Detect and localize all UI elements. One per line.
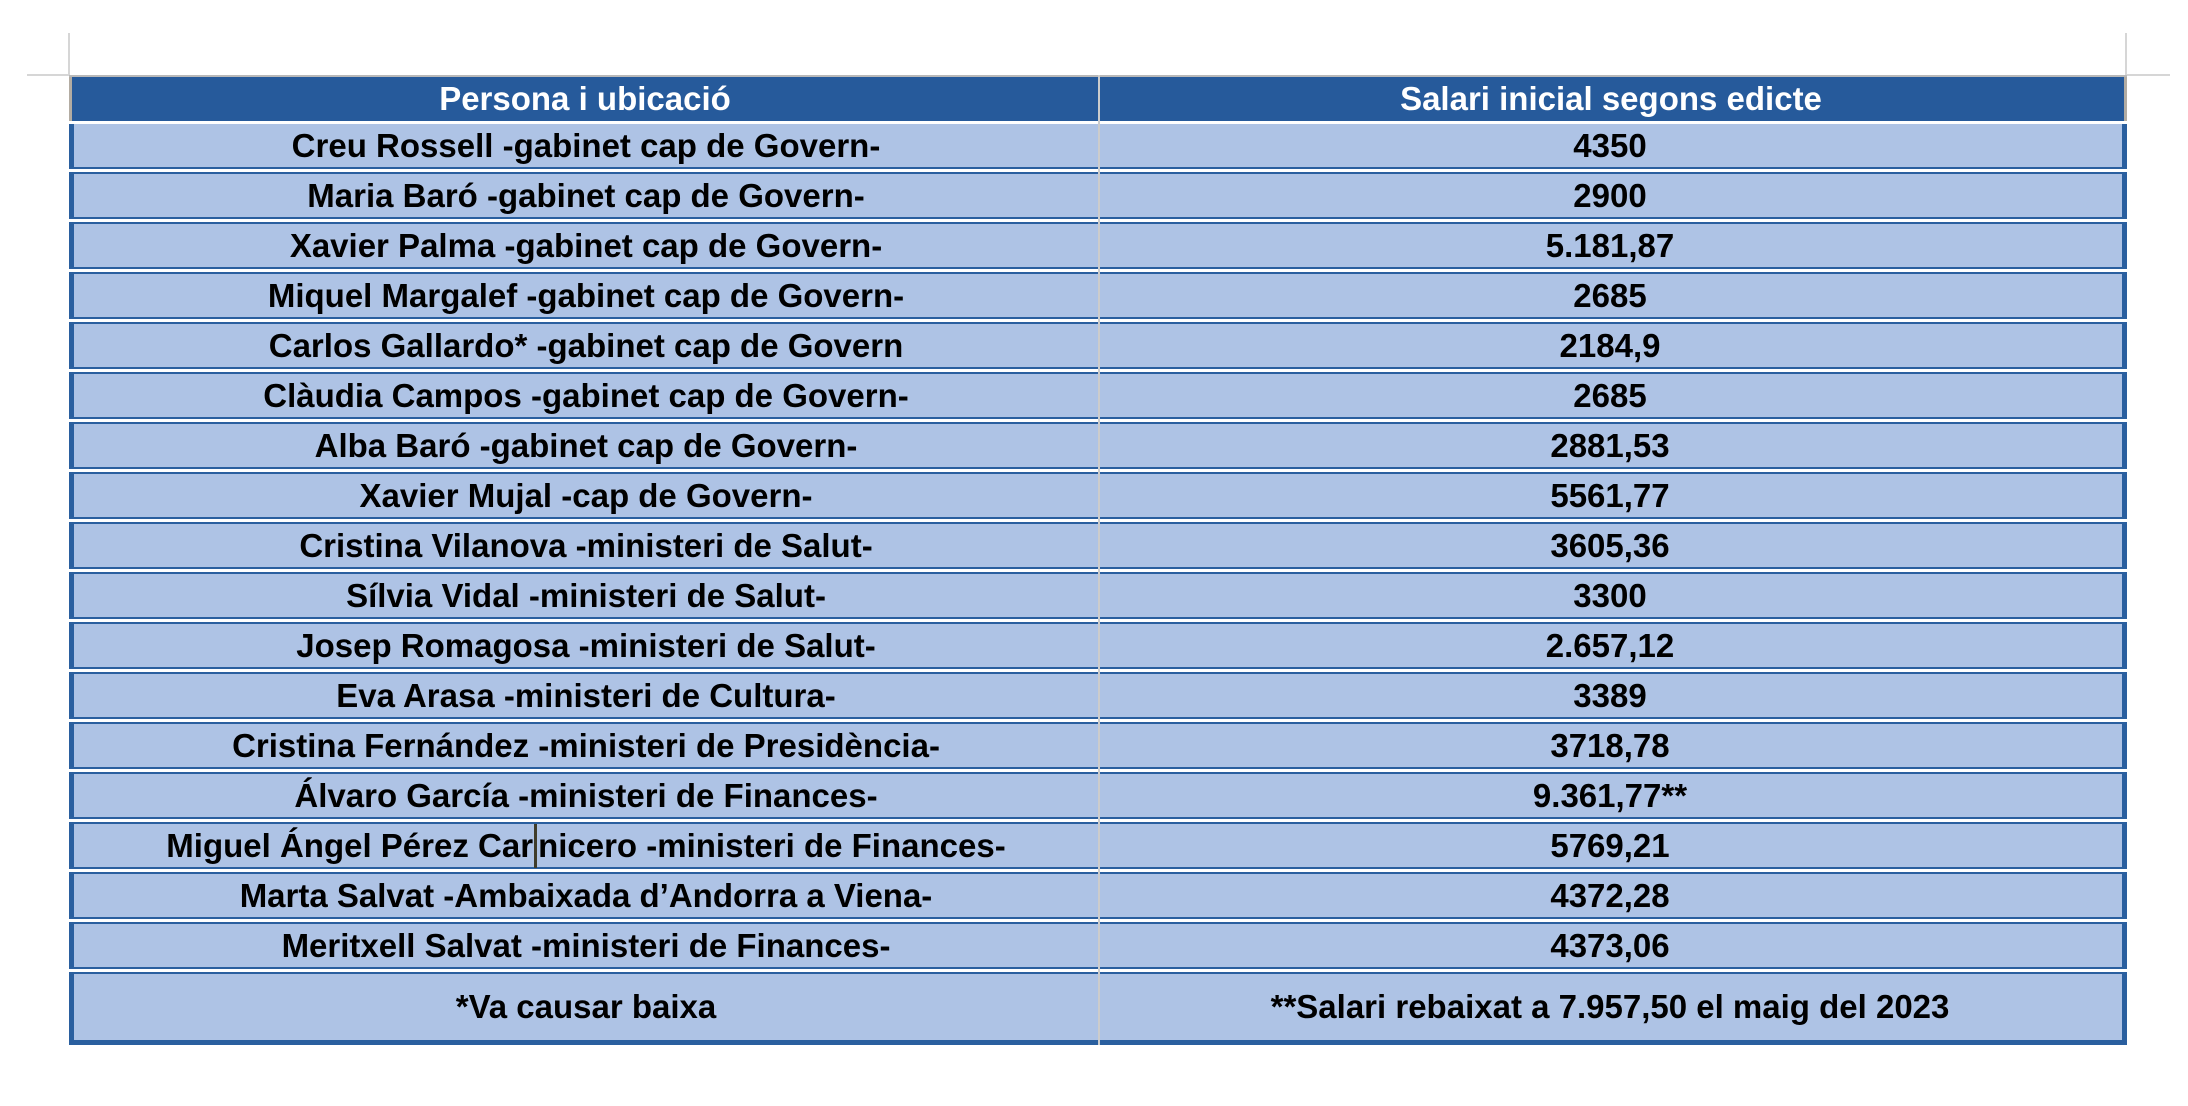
header-cell-salari[interactable]: Salari inicial segons edicte	[1400, 80, 1822, 117]
salary-cell[interactable]: 4372,28	[1550, 876, 1670, 914]
person-cell[interactable]: Miquel Margalef -gabinet cap de Govern-	[267, 276, 905, 314]
person-cell[interactable]: Cristina Vilanova -ministeri de Salut-	[299, 526, 873, 564]
person-cell[interactable]: Xavier Palma -gabinet cap de Govern-	[289, 226, 883, 264]
salary-cell[interactable]: 2900	[1573, 176, 1647, 214]
salary-cell[interactable]: 5561,77	[1550, 476, 1670, 514]
salary-cell[interactable]: 2184,9	[1559, 326, 1661, 364]
text-caret	[534, 823, 538, 868]
salary-cell[interactable]: 5769,21	[1550, 826, 1670, 864]
person-text-before-caret: Miguel Ángel Pérez Car	[166, 826, 534, 864]
person-cell[interactable]: Clàudia Campos -gabinet cap de Govern-	[263, 376, 909, 414]
person-cell[interactable]: Josep Romagosa -ministeri de Salut-	[296, 626, 876, 664]
footnote-right-cell[interactable]: **Salari rebaixat a 7.957,50 el maig del…	[1270, 988, 1950, 1025]
salary-cell[interactable]: 9.361,77**	[1532, 776, 1688, 814]
margin-mark-top-left-horizontal	[27, 74, 69, 76]
column-divider-line	[1098, 75, 1100, 1045]
person-cell[interactable]: Carlos Gallardo* -gabinet cap de Govern	[268, 326, 904, 364]
person-cell[interactable]: Eva Arasa -ministeri de Cultura-	[336, 676, 836, 714]
person-cell[interactable]: Álvaro García -ministeri de Finances-	[294, 776, 878, 814]
footnote-left-cell[interactable]: *Va causar baixa	[455, 988, 717, 1025]
salary-cell[interactable]: 4350	[1573, 126, 1647, 164]
person-cell[interactable]: Xavier Mujal -cap de Govern-	[359, 476, 813, 514]
person-cell[interactable]: Sílvia Vidal -ministeri de Salut-	[346, 576, 826, 614]
header-cell-persona[interactable]: Persona i ubicació	[439, 80, 731, 117]
margin-mark-top-right-horizontal	[2127, 74, 2170, 76]
person-cell[interactable]: Miguel Ángel Pérez Car nicero -ministeri …	[74, 823, 1098, 868]
person-cell[interactable]: Marta Salvat -Ambaixada d’Andorra a Vien…	[239, 876, 933, 914]
salary-cell[interactable]: 3389	[1573, 676, 1647, 714]
salary-cell[interactable]: 5.181,87	[1545, 226, 1675, 264]
margin-mark-top-left-vertical	[68, 33, 70, 76]
salary-cell[interactable]: 2.657,12	[1545, 626, 1675, 664]
person-cell[interactable]: Alba Baró -gabinet cap de Govern-	[314, 426, 858, 464]
person-cell[interactable]: Meritxell Salvat -ministeri de Finances-	[281, 926, 891, 964]
salary-cell[interactable]: 3300	[1573, 576, 1647, 614]
salary-table: Persona i ubicació Salari inicial segons…	[69, 75, 2127, 1045]
salary-cell[interactable]: 2685	[1573, 376, 1647, 414]
salary-cell[interactable]: 4373,06	[1550, 926, 1670, 964]
salary-cell[interactable]: 3605,36	[1550, 526, 1670, 564]
margin-mark-top-right-vertical	[2125, 33, 2127, 76]
person-cell[interactable]: Maria Baró -gabinet cap de Govern-	[307, 176, 865, 214]
salary-cell[interactable]: 2881,53	[1550, 426, 1670, 464]
salary-cell[interactable]: 2685	[1573, 276, 1647, 314]
person-cell[interactable]: Creu Rossell -gabinet cap de Govern-	[291, 126, 881, 164]
person-cell[interactable]: Cristina Fernández -ministeri de Presidè…	[232, 726, 940, 764]
salary-cell[interactable]: 3718,78	[1550, 726, 1670, 764]
person-text-after-caret: nicero -ministeri de Finances-	[538, 826, 1006, 864]
